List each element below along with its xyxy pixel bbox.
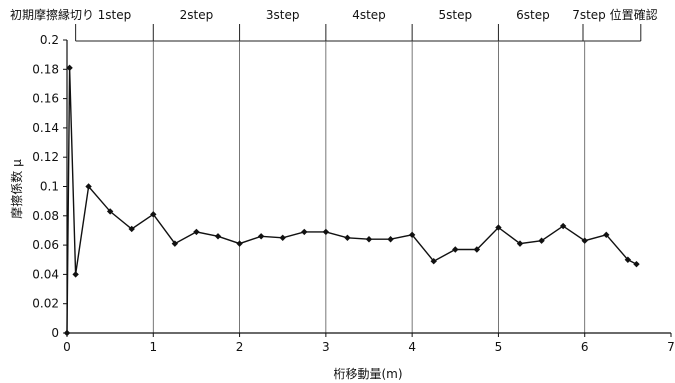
- data-point: [85, 183, 92, 190]
- step-label: 4step: [352, 8, 386, 22]
- data-point: [344, 234, 351, 241]
- y-tick-label: 0.06: [32, 238, 59, 252]
- x-axis-label: 桁移動量(m): [333, 367, 402, 381]
- y-tick-label: 0.1: [40, 180, 59, 194]
- data-point: [387, 236, 394, 243]
- x-tick-label: 4: [408, 340, 416, 354]
- data-point: [538, 237, 545, 244]
- y-tick-label: 0.02: [32, 297, 59, 311]
- data-point: [150, 211, 157, 218]
- y-tick-label: 0.12: [32, 150, 59, 164]
- data-point: [633, 260, 640, 268]
- x-tick-label: 7: [667, 340, 675, 354]
- step-label: 7step 位置確認: [572, 7, 657, 22]
- x-tick-label: 1: [149, 340, 157, 354]
- y-tick-label: 0.2: [40, 33, 59, 47]
- x-tick-label: 2: [236, 340, 244, 354]
- data-point: [63, 329, 71, 337]
- data-point: [193, 228, 200, 236]
- data-point: [257, 233, 265, 240]
- step-band: 初期摩擦縁切り 1step 2step 3step 4step 5step 6step 7st…: [10, 7, 658, 42]
- data-point: [128, 225, 135, 233]
- y-tick-label: 0.16: [32, 92, 59, 106]
- series: [63, 64, 640, 337]
- data-point: [408, 231, 416, 239]
- data-point: [279, 234, 286, 241]
- x-tick-label: 5: [495, 340, 503, 354]
- tick-labels: 0 0.02 0.04 0.06 0.08 0.1 0.12 0.14 0.16 0.18 0.2 0…: [32, 33, 675, 354]
- axes: [63, 39, 672, 337]
- data-point: [516, 240, 524, 247]
- step-label: 2step: [180, 8, 214, 22]
- vertical-gridlines: [152, 41, 586, 333]
- y-tick-label: 0.04: [32, 267, 59, 281]
- y-tick-label: 0.18: [32, 62, 59, 76]
- data-point: [214, 233, 222, 240]
- y-tick-label: 0.08: [32, 209, 59, 223]
- series-line: [66, 67, 637, 334]
- data-point: [301, 228, 308, 236]
- data-point: [452, 246, 459, 253]
- y-axis-label: 摩擦係数 μ: [9, 159, 24, 219]
- step-label: 3step: [266, 8, 300, 22]
- data-point: [171, 240, 179, 247]
- data-point: [624, 256, 632, 263]
- step-label: 5step: [438, 8, 472, 22]
- data-point: [365, 236, 373, 243]
- x-tick-label: 0: [63, 340, 71, 354]
- data-point: [236, 240, 243, 247]
- data-point: [581, 237, 588, 244]
- data-point: [66, 64, 73, 72]
- step-label: 6step: [516, 8, 550, 22]
- data-point: [473, 246, 481, 253]
- data-point: [603, 231, 610, 239]
- data-point: [72, 271, 79, 278]
- data-point: [322, 228, 330, 236]
- y-tick-label: 0: [51, 326, 59, 340]
- data-point: [495, 224, 502, 231]
- x-tick-label: 6: [581, 340, 589, 354]
- step-label: 初期摩擦縁切り: [10, 7, 94, 22]
- step-label: 1step: [98, 8, 132, 22]
- x-tick-label: 3: [322, 340, 330, 354]
- data-point: [559, 222, 567, 230]
- data-point: [106, 208, 114, 215]
- data-point: [430, 258, 437, 265]
- y-tick-label: 0.14: [32, 121, 59, 135]
